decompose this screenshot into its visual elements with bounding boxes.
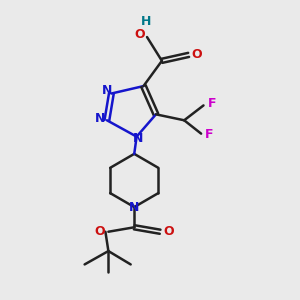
Text: O: O — [192, 48, 202, 62]
Text: F: F — [205, 128, 214, 141]
Text: H: H — [141, 15, 151, 28]
Text: N: N — [129, 202, 140, 214]
Text: N: N — [133, 132, 143, 145]
Text: N: N — [102, 84, 112, 97]
Text: F: F — [208, 98, 216, 110]
Text: O: O — [163, 225, 174, 238]
Text: O: O — [134, 28, 145, 41]
Text: N: N — [95, 112, 106, 125]
Text: O: O — [95, 225, 105, 238]
